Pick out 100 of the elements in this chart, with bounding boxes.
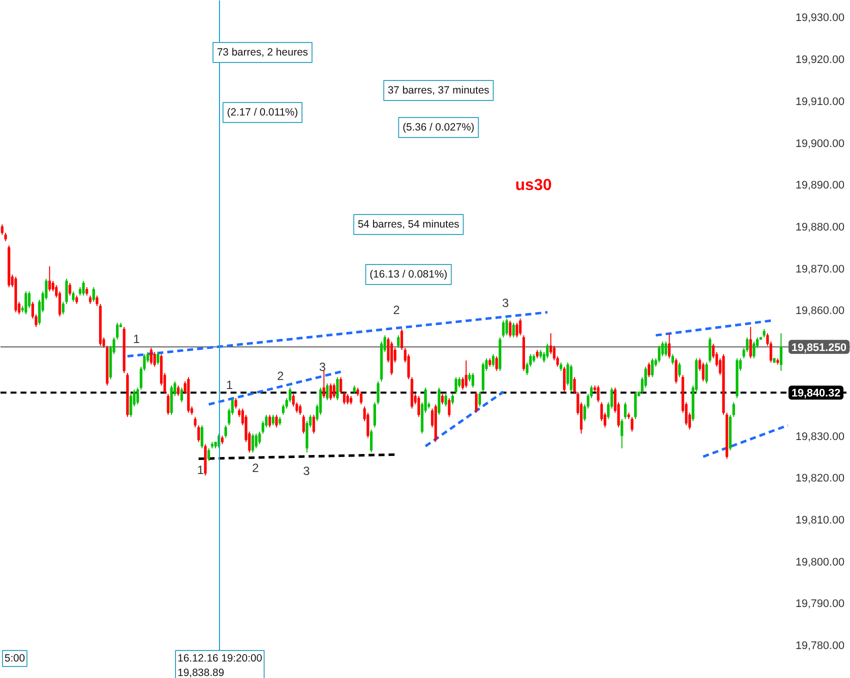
y-tick-label: 19,900.00	[796, 138, 844, 150]
candlestick	[454, 376, 458, 394]
y-tick-label: 19,810.00	[796, 514, 844, 526]
ref-line-label: 19,840.32	[792, 388, 840, 400]
candlestick	[200, 424, 204, 449]
annotation: 3	[502, 296, 510, 310]
candlestick	[92, 286, 95, 302]
y-tick-label: 19,870.00	[796, 263, 844, 276]
candlestick	[444, 393, 448, 407]
candlestick	[417, 396, 420, 418]
annotation: (2.17 / 0.011%)	[226, 106, 298, 118]
annotation: 1	[197, 463, 204, 477]
annotation: 2	[277, 369, 284, 383]
candlestick	[150, 347, 152, 366]
candlestick	[346, 393, 349, 405]
y-tick-label: 19,910.00	[796, 96, 844, 108]
annotation: 5:00	[4, 652, 26, 664]
candlestick	[451, 393, 454, 405]
candlestick	[671, 354, 674, 366]
candlestick	[332, 382, 336, 399]
candlestick	[630, 416, 634, 432]
annotation: (5.36 / 0.027%)	[402, 122, 474, 134]
candlestick	[251, 433, 254, 453]
candlestick	[502, 320, 505, 338]
annotation: 3	[319, 360, 326, 374]
candlestick	[275, 414, 278, 428]
y-tick-label: 19,920.00	[796, 54, 844, 66]
candlestick	[130, 393, 132, 418]
y-tick-label: 19,890.00	[796, 180, 844, 192]
candlestick	[156, 352, 160, 366]
candlestick	[648, 362, 650, 378]
candlestick	[166, 393, 170, 416]
candlestick	[360, 391, 362, 405]
annotation: 2	[393, 303, 400, 317]
candlestick	[478, 391, 481, 407]
candlestick	[674, 358, 678, 384]
candlestick	[322, 370, 326, 399]
annotation: 54 barres, 54 minutes	[358, 218, 460, 230]
candlestick	[752, 341, 756, 359]
candlestick	[258, 431, 261, 445]
candlestick	[472, 372, 474, 388]
candlestick	[326, 382, 329, 401]
candlestick	[207, 448, 210, 462]
candlestick	[68, 282, 72, 296]
candlestick	[596, 385, 600, 403]
annotation: 3	[303, 464, 310, 478]
annotation: 37 barres, 37 minutes	[388, 84, 490, 96]
annotation: (16.13 / 0.081%)	[370, 268, 448, 280]
annotation: 1	[133, 332, 140, 346]
candlestick	[505, 318, 508, 336]
candlestick	[508, 320, 512, 338]
y-tick-label: 19,800.00	[796, 556, 844, 568]
candlestick	[708, 336, 712, 364]
ref-line-label: 19,851.250	[792, 342, 847, 354]
candlestick	[448, 398, 451, 418]
candlestick	[82, 280, 85, 296]
candlestick	[749, 326, 752, 359]
y-tick-label: 19,860.00	[796, 305, 844, 318]
candlestick	[224, 424, 227, 438]
candlestick	[634, 391, 637, 420]
candlestick	[441, 393, 444, 405]
candlestick	[24, 290, 28, 315]
candlestick	[516, 322, 518, 338]
candlestick	[397, 334, 400, 348]
y-tick-label: 19,930.00	[796, 12, 844, 24]
candlestick	[464, 360, 468, 388]
candlestick	[620, 418, 624, 449]
candlestick	[329, 382, 332, 401]
candlestick	[96, 295, 98, 307]
candlestick	[780, 332, 782, 372]
candlestick	[664, 341, 668, 357]
candlestick	[668, 332, 671, 359]
y-tick-label: 19,880.00	[796, 222, 844, 234]
candlestick	[474, 391, 478, 414]
candlestick	[495, 356, 498, 372]
candlestick	[254, 433, 258, 449]
candlestick	[492, 354, 495, 368]
candlestick	[563, 366, 566, 392]
candlestick	[336, 376, 339, 401]
annotation: 16.12.16 19:20:00 19,838.89	[178, 652, 262, 678]
candlestick	[702, 362, 704, 382]
candlestick	[519, 318, 522, 336]
candlestick	[48, 266, 51, 292]
candlestick	[438, 387, 440, 416]
candlestick	[546, 343, 549, 359]
candlestick	[312, 414, 316, 434]
candlestick	[370, 428, 373, 453]
candlestick	[570, 364, 572, 392]
candlestick	[234, 398, 238, 410]
candlestick	[458, 376, 461, 388]
y-tick-label: 19,830.00	[796, 430, 844, 443]
candlestick	[298, 404, 302, 416]
annotation: 1	[226, 378, 234, 392]
candlestick	[176, 385, 180, 396]
candlestick	[624, 402, 627, 420]
annotation: 73 barres, 2 heures	[216, 46, 308, 58]
annotation: 2	[252, 461, 260, 475]
candlestick	[302, 414, 305, 434]
y-tick-label: 19,780.00	[796, 640, 844, 652]
candlestick	[28, 290, 31, 309]
